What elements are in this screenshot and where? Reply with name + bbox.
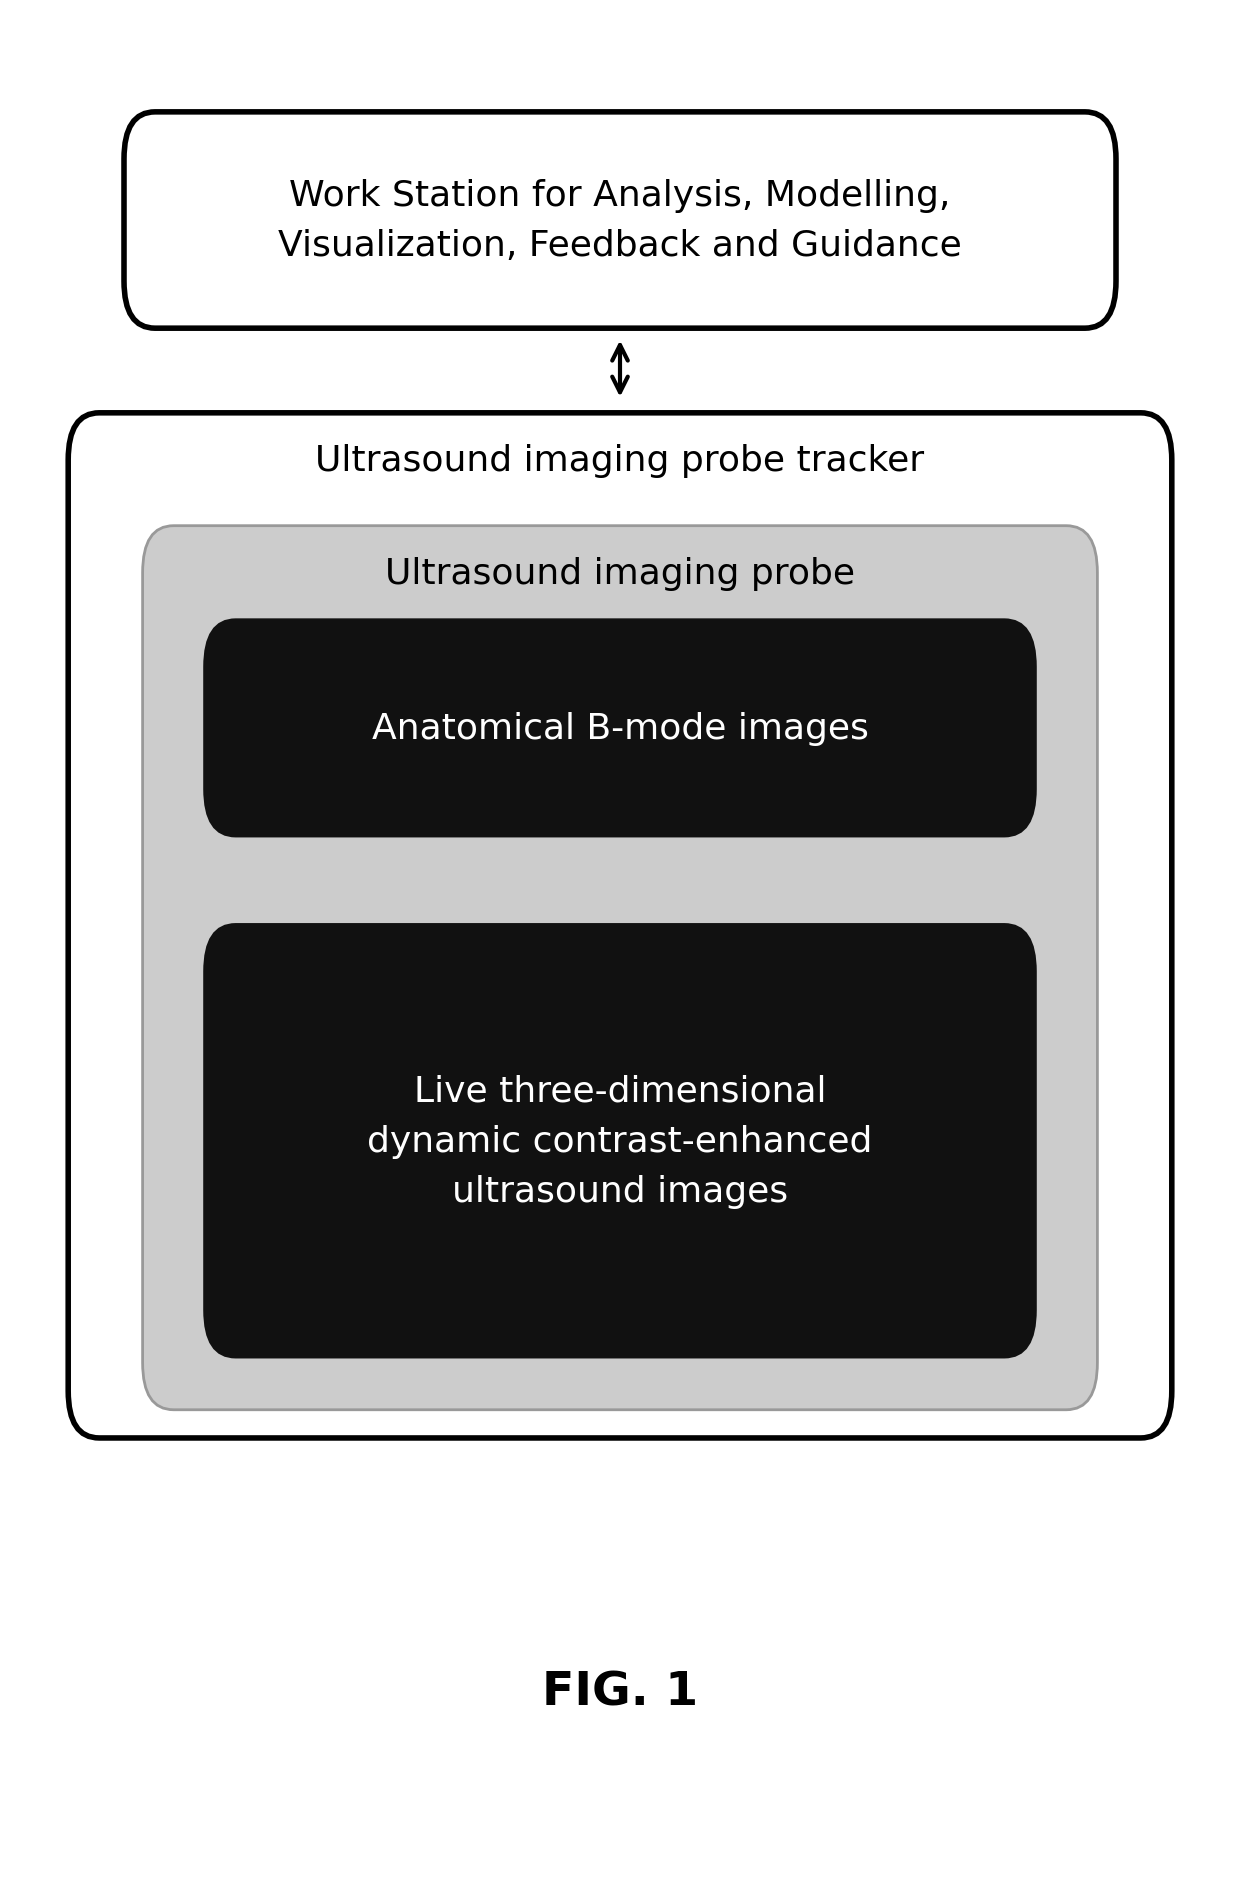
Text: FIG. 1: FIG. 1 xyxy=(542,1669,698,1715)
FancyBboxPatch shape xyxy=(68,414,1172,1438)
FancyBboxPatch shape xyxy=(143,526,1097,1410)
FancyBboxPatch shape xyxy=(205,925,1035,1357)
FancyBboxPatch shape xyxy=(205,620,1035,837)
Text: Ultrasound imaging probe: Ultrasound imaging probe xyxy=(384,556,856,590)
Text: Ultrasound imaging probe tracker: Ultrasound imaging probe tracker xyxy=(315,444,925,478)
Text: Work Station for Analysis, Modelling,
Visualization, Feedback and Guidance: Work Station for Analysis, Modelling, Vi… xyxy=(278,179,962,263)
Text: Live three-dimensional
dynamic contrast-enhanced
ultrasound images: Live three-dimensional dynamic contrast-… xyxy=(367,1073,873,1209)
Text: Anatomical B-mode images: Anatomical B-mode images xyxy=(372,711,868,746)
FancyBboxPatch shape xyxy=(124,113,1116,329)
